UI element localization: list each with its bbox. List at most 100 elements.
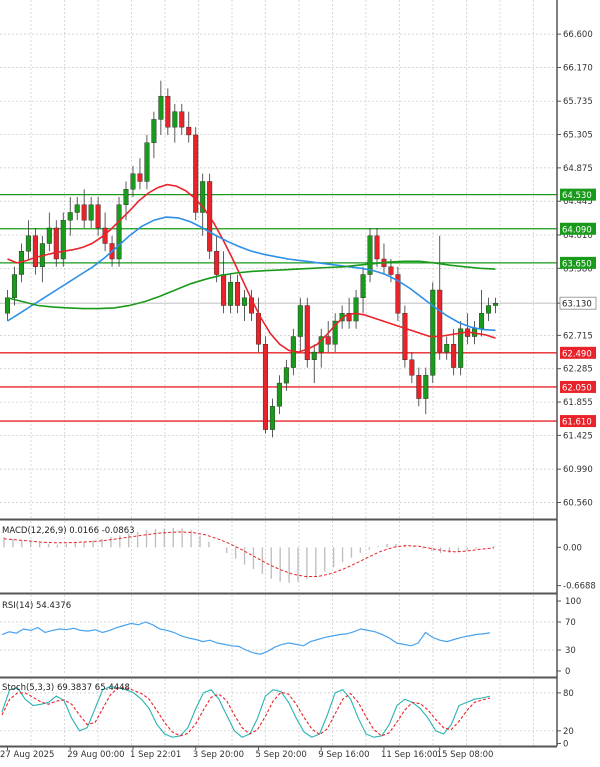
support-level-label: 61.610 xyxy=(562,418,592,428)
bull-candle xyxy=(116,204,122,260)
level-tags: 64.530 64.090 63.650 62.490 62.050 61.610 63.1… xyxy=(559,188,597,428)
bull-candle xyxy=(60,220,66,260)
bull-candle xyxy=(228,282,234,306)
x-tick-label: 15 Sep 08:00 xyxy=(437,750,494,760)
bear-candle xyxy=(95,204,101,229)
bear-candle xyxy=(374,235,380,260)
x-tick-label: 5 Sep 20:00 xyxy=(255,750,306,760)
bull-candle xyxy=(11,274,17,298)
rsi-line xyxy=(1,621,491,655)
rsi-label: RSI(14) 54.4376 xyxy=(2,601,71,611)
bear-candle xyxy=(53,227,59,260)
bear-candle xyxy=(409,359,415,376)
y-tick-label: 62.285 xyxy=(563,365,593,375)
bull-candle xyxy=(151,119,157,143)
bull-candle xyxy=(4,297,10,314)
rsi-panel: 100 70 30 0 xyxy=(0,597,581,677)
bull-candle xyxy=(332,320,338,345)
bull-candle xyxy=(458,328,464,368)
bear-candle xyxy=(186,126,192,136)
resistance-level-tag xyxy=(560,222,596,235)
time-axis: 27 Aug 2025 29 Aug 00:00 1 Sep 22:01 3 Sep … xyxy=(0,746,493,760)
x-tick-label: 29 Aug 00:00 xyxy=(67,750,124,760)
bull-candle xyxy=(423,375,429,399)
bull-candle xyxy=(276,382,282,407)
resistance-level-label: 64.530 xyxy=(562,191,592,201)
bull-candle xyxy=(88,204,94,221)
x-tick-label: 3 Sep 20:00 xyxy=(193,750,244,760)
bull-candle xyxy=(242,297,248,306)
moving-average-line xyxy=(7,183,496,353)
bull-candle xyxy=(493,303,499,306)
rsi-tick-label: 0 xyxy=(565,667,570,677)
x-tick-label: 27 Aug 2025 xyxy=(0,750,54,760)
bull-candle xyxy=(353,297,359,322)
bear-candle xyxy=(325,336,331,345)
stoch-tick-label: 80 xyxy=(563,689,574,699)
bull-candle xyxy=(67,212,73,221)
bear-candle xyxy=(137,173,143,182)
bull-candle xyxy=(318,336,324,353)
moving-average-line xyxy=(7,216,496,332)
bull-candle xyxy=(283,367,289,384)
bull-candle xyxy=(367,235,373,275)
y-tick-label: 64.875 xyxy=(563,164,593,174)
bear-candle xyxy=(346,313,352,322)
stoch-label: Stoch(5,3,3) 69.3837 65.4448 xyxy=(2,683,130,693)
stoch-tick-label: 0 xyxy=(563,739,568,749)
resistance-level-tag xyxy=(560,256,596,269)
x-tick-label: 9 Sep 16:00 xyxy=(318,750,369,760)
resistance-level-label: 63.650 xyxy=(562,259,592,269)
y-tick-label: 64.445 xyxy=(563,197,593,207)
y-tick-label: 64.010 xyxy=(563,231,593,241)
current-price-label: 63.130 xyxy=(562,300,592,310)
bull-candle xyxy=(479,313,485,329)
bear-candle xyxy=(402,313,408,361)
bear-candle xyxy=(395,274,401,314)
y-tick-label: 60.990 xyxy=(563,465,593,475)
bull-candle xyxy=(200,181,206,213)
bull-candle xyxy=(144,142,150,182)
support-level-tag xyxy=(560,346,596,359)
support-level-tag xyxy=(560,415,596,428)
y-tick-label: 65.735 xyxy=(563,97,593,107)
price-gridlines xyxy=(0,0,557,746)
stoch-signal-line xyxy=(1,687,491,737)
y-tick-label: 60.560 xyxy=(563,498,593,508)
bear-candle xyxy=(81,204,87,221)
y-tick-label: 66.600 xyxy=(563,30,593,40)
bear-candle xyxy=(193,134,199,213)
y-tick-label: 66.170 xyxy=(563,63,593,73)
bull-candle xyxy=(360,274,366,298)
y-tick-label: 63.580 xyxy=(563,264,593,274)
resistance-level-tag xyxy=(560,188,596,201)
y-tick-label: 62.715 xyxy=(563,331,593,341)
support-resistance-levels xyxy=(0,193,557,422)
bull-candle xyxy=(444,344,450,353)
bull-candle xyxy=(158,95,164,120)
macd-tick-label: 0.00 xyxy=(563,543,582,553)
bull-candle xyxy=(74,204,80,213)
bull-candle xyxy=(311,351,317,361)
macd-tick-label: -0.6688 xyxy=(563,582,596,592)
bull-candle xyxy=(123,189,129,205)
y-tick-label: 61.425 xyxy=(563,431,593,441)
stoch-panel: 80 20 0 xyxy=(0,686,574,749)
bull-candle xyxy=(130,173,136,190)
bear-candle xyxy=(235,282,241,306)
rsi-tick-label: 30 xyxy=(565,646,576,656)
bull-candle xyxy=(269,406,275,430)
bear-candle xyxy=(179,111,185,128)
macd-signal-line xyxy=(3,531,495,577)
bear-candle xyxy=(262,344,268,430)
rsi-tick-label: 70 xyxy=(565,618,576,628)
bear-candle xyxy=(214,251,220,275)
price-candles xyxy=(4,80,499,438)
moving-averages xyxy=(7,183,496,353)
resistance-level-label: 64.090 xyxy=(562,225,592,235)
support-level-label: 62.050 xyxy=(562,383,592,393)
bull-candle xyxy=(25,235,31,252)
bull-candle xyxy=(172,111,178,128)
